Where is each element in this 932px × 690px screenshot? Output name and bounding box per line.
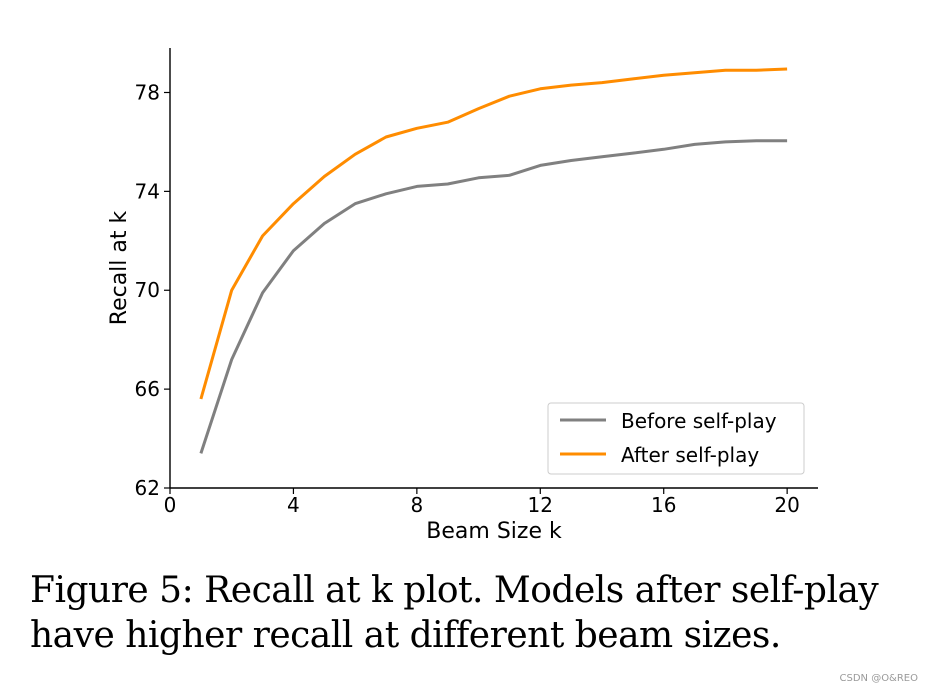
- y-tick-label: 62: [135, 476, 160, 500]
- series-line-before-self-play: [199, 139, 788, 454]
- y-tick-label: 70: [135, 278, 160, 302]
- x-tick-label: 12: [528, 493, 553, 517]
- legend-label-before-self-play: Before self-play: [621, 409, 777, 433]
- plot-area: 0 4 8 12 16 20 62 66 70 74 78: [135, 48, 818, 517]
- y-tick-label: 78: [135, 80, 160, 104]
- series-lines: [199, 67, 788, 454]
- x-tick-label: 8: [410, 493, 423, 517]
- y-axis-label: Recall at k: [107, 211, 132, 326]
- x-tick-label: 16: [651, 493, 676, 517]
- watermark: CSDN @O&REO: [839, 673, 919, 684]
- x-tick-label: 0: [164, 493, 177, 517]
- x-tick-label: 20: [774, 493, 799, 517]
- recall-at-k-chart: 0 4 8 12 16 20 62 66 70 74 78 Beam Size k Recall …: [107, 48, 818, 544]
- legend-box: [547, 402, 805, 475]
- series-line-after-self-play: [199, 67, 788, 400]
- x-axis-label: Beam Size k: [426, 519, 562, 544]
- y-tick-label: 74: [135, 179, 160, 203]
- legend: Before self-play After self-play: [547, 402, 805, 475]
- figure-caption: Figure 5: Recall at k plot. Models after…: [30, 570, 879, 656]
- legend-label-after-self-play: After self-play: [621, 443, 759, 467]
- x-axis-ticks: 0 4 8 12 16 20: [164, 488, 800, 517]
- y-axis-ticks: 62 66 70 74 78: [135, 80, 170, 500]
- y-tick-label: 66: [135, 377, 160, 401]
- x-tick-label: 4: [287, 493, 300, 517]
